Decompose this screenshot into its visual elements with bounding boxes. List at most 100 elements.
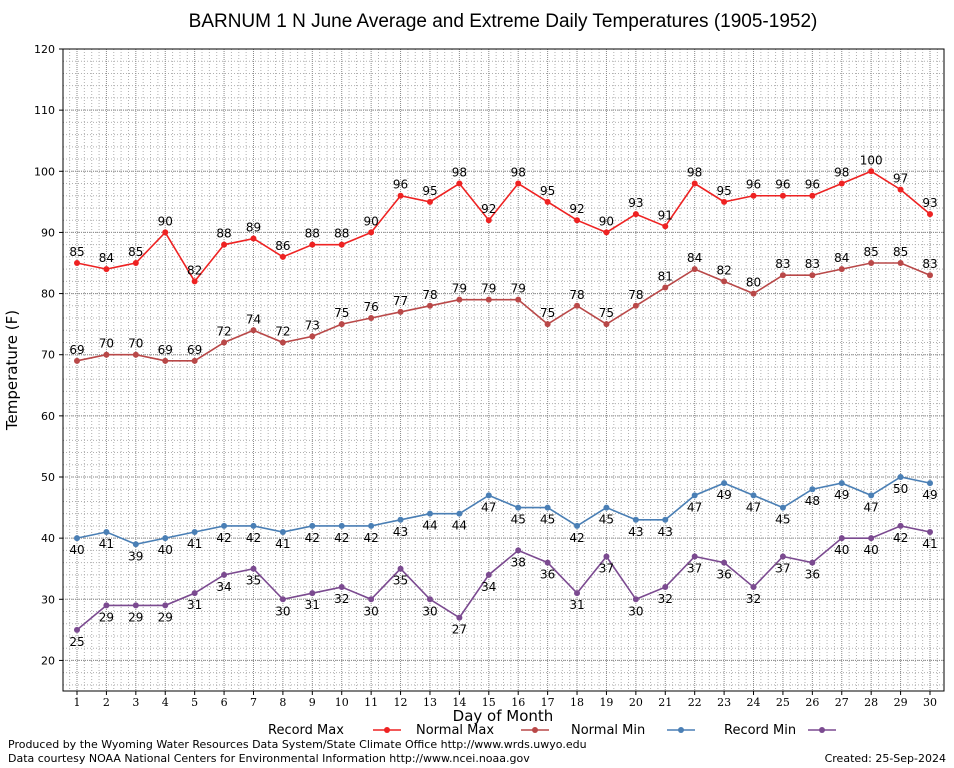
legend-swatch-marker	[384, 727, 390, 733]
data-label: 82	[716, 263, 731, 277]
x-tick-label: 9	[309, 696, 316, 709]
data-label: 85	[864, 245, 879, 259]
data-point	[662, 516, 669, 523]
data-label: 32	[334, 592, 349, 606]
data-label: 82	[187, 263, 202, 277]
data-point	[368, 522, 375, 529]
x-tick-label: 2	[103, 696, 110, 709]
data-label: 47	[481, 500, 496, 514]
x-tick-label: 17	[541, 696, 555, 709]
data-point	[721, 198, 728, 205]
data-point	[397, 516, 404, 523]
data-point	[750, 290, 757, 297]
data-point	[632, 516, 639, 523]
data-point	[426, 198, 433, 205]
data-point	[662, 584, 669, 591]
data-point	[162, 602, 169, 609]
data-label: 97	[893, 172, 908, 186]
data-point	[456, 510, 463, 517]
data-label: 32	[746, 592, 761, 606]
data-label: 69	[158, 343, 173, 357]
series-group: 85 84 85 90 82 88 89 86 88 88 90 96 95 98 92 98 95 92 90 93…	[69, 153, 937, 649]
data-label: 77	[393, 294, 408, 308]
data-point	[309, 590, 316, 597]
data-point	[779, 504, 786, 511]
data-label: 31	[187, 598, 202, 612]
data-point	[74, 535, 80, 542]
data-label: 70	[128, 337, 143, 351]
x-tick-label: 13	[423, 696, 437, 709]
x-tick-label: 14	[452, 696, 466, 709]
data-label: 98	[511, 166, 526, 180]
data-label: 92	[481, 202, 496, 216]
data-point	[74, 626, 80, 633]
data-label: 73	[305, 318, 320, 332]
data-label: 96	[746, 178, 761, 192]
data-label: 83	[775, 257, 790, 271]
series-record-min: 25 29 29 29 31 34 35 30 31 32 30 35 30 27 34 38 36 31 37 30…	[69, 522, 938, 649]
data-point	[927, 529, 933, 536]
data-point	[750, 192, 757, 199]
data-label: 47	[746, 500, 761, 514]
data-label: 76	[363, 300, 378, 314]
data-point	[250, 327, 257, 334]
legend-item: Record Min	[724, 723, 836, 738]
data-label: 75	[334, 306, 349, 320]
data-point	[603, 504, 610, 511]
data-point	[191, 590, 198, 597]
data-point	[338, 321, 345, 328]
legend-swatch-marker	[819, 727, 825, 733]
series-line	[76, 476, 931, 546]
data-point	[721, 559, 728, 566]
data-label: 90	[363, 214, 378, 228]
data-label: 44	[422, 519, 437, 533]
data-point	[897, 260, 904, 266]
legend: Record Max Normal Max Normal Min Record Min	[268, 723, 836, 738]
data-point	[279, 529, 286, 536]
data-label: 79	[452, 282, 467, 296]
data-label: 44	[452, 519, 467, 533]
data-label: 40	[834, 543, 849, 557]
x-tick-label: 24	[747, 696, 761, 709]
data-point	[103, 351, 110, 358]
legend-item: Normal Max	[416, 723, 549, 738]
x-tick-label: 29	[894, 696, 908, 709]
data-point	[603, 321, 610, 328]
data-label: 80	[746, 276, 761, 290]
data-point	[250, 522, 257, 529]
data-point	[485, 217, 492, 224]
data-label: 45	[540, 513, 555, 527]
data-point	[662, 284, 669, 291]
data-point	[191, 278, 198, 285]
data-point	[809, 192, 816, 199]
data-label: 98	[834, 166, 849, 180]
data-label: 78	[422, 288, 437, 302]
y-tick-label: 20	[41, 654, 55, 667]
data-label: 88	[216, 227, 231, 241]
data-point	[691, 180, 698, 187]
data-point	[691, 266, 698, 273]
data-point	[868, 168, 875, 175]
data-point	[515, 296, 522, 303]
x-tick-label: 8	[279, 696, 286, 709]
data-point	[191, 529, 198, 536]
data-point	[103, 602, 110, 609]
data-point	[750, 492, 757, 499]
data-point	[838, 180, 845, 187]
y-tick-label: 90	[41, 226, 55, 239]
y-tick-label: 120	[34, 43, 55, 56]
data-point	[368, 315, 375, 322]
data-point	[515, 504, 522, 511]
data-label: 90	[158, 214, 173, 228]
created-date: Created: 25-Sep-2024	[824, 752, 946, 765]
data-label: 100	[860, 153, 883, 167]
data-point	[456, 614, 463, 621]
data-label: 42	[893, 531, 908, 545]
x-tick-label: 12	[394, 696, 408, 709]
data-point	[309, 522, 316, 529]
data-point	[191, 357, 198, 364]
data-point	[632, 211, 639, 218]
series-line	[76, 525, 931, 631]
data-label: 40	[158, 543, 173, 557]
data-point	[603, 229, 610, 236]
